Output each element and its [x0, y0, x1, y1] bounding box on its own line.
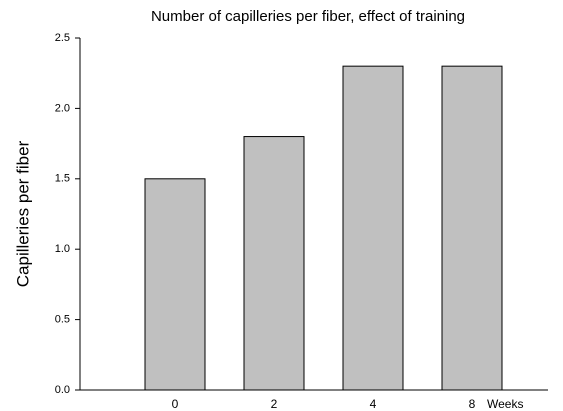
y-axis-label: Capilleries per fiber: [13, 140, 32, 287]
x-tick-label: 0: [172, 397, 179, 411]
chart-title: Number of capilleries per fiber, effect …: [151, 8, 465, 25]
bar: [144, 178, 206, 391]
y-tick-label: 0.0: [55, 384, 70, 396]
y-tick-label: 0.5: [55, 314, 70, 326]
x-tick-label: 2: [271, 397, 278, 411]
y-tick-label: 1.0: [55, 243, 70, 255]
y-tick-label: 2.0: [55, 102, 70, 114]
x-tick-label: 8: [469, 397, 476, 411]
y-tick-label: 1.5: [55, 173, 70, 185]
x-tick-label: 4: [370, 397, 377, 411]
bar: [342, 65, 404, 391]
bar: [441, 65, 503, 391]
bar: [243, 136, 305, 391]
x-axis-label: Weeks: [487, 397, 523, 411]
y-tick-label: 2.5: [55, 32, 70, 44]
